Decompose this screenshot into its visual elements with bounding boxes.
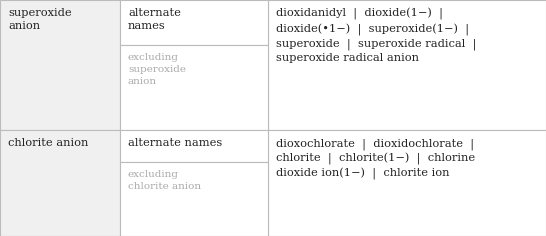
Bar xyxy=(120,0,268,45)
Text: chlorite anion: chlorite anion xyxy=(8,138,88,148)
Bar xyxy=(0,0,120,130)
Text: excluding
chlorite anion: excluding chlorite anion xyxy=(128,170,201,191)
Bar xyxy=(268,0,546,130)
Bar xyxy=(120,45,268,130)
Text: alternate names: alternate names xyxy=(128,138,222,148)
Bar xyxy=(268,130,546,236)
Bar xyxy=(0,130,120,236)
Text: dioxidanidyl  |  dioxide(1−)  |
dioxide(•1−)  |  superoxide(1−)  |
superoxide  |: dioxidanidyl | dioxide(1−) | dioxide(•1−… xyxy=(276,8,476,63)
Text: superoxide
anion: superoxide anion xyxy=(8,8,72,31)
Text: alternate
names: alternate names xyxy=(128,8,181,31)
Bar xyxy=(120,162,268,236)
Text: excluding
superoxide
anion: excluding superoxide anion xyxy=(128,53,186,86)
Bar xyxy=(120,130,268,162)
Text: dioxochlorate  |  dioxidochlorate  |
chlorite  |  chlorite(1−)  |  chlorine
diox: dioxochlorate | dioxidochlorate | chlori… xyxy=(276,138,475,181)
